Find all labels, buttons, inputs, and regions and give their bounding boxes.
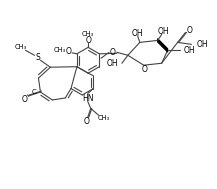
- Text: CH₃: CH₃: [15, 44, 27, 50]
- Text: OH: OH: [196, 40, 208, 49]
- Text: O: O: [22, 95, 28, 105]
- Text: OH: OH: [158, 27, 169, 36]
- Text: CH₃: CH₃: [82, 31, 94, 37]
- Text: HN: HN: [82, 94, 94, 103]
- Text: O: O: [142, 65, 148, 74]
- Text: CH₃: CH₃: [54, 47, 66, 53]
- Text: C: C: [32, 89, 37, 95]
- Text: O: O: [187, 26, 192, 35]
- Text: OH: OH: [132, 29, 144, 38]
- Text: O: O: [66, 47, 72, 56]
- Text: S: S: [35, 53, 40, 62]
- Text: O: O: [84, 117, 90, 126]
- Text: OH: OH: [106, 59, 118, 68]
- Text: O: O: [85, 36, 91, 45]
- Text: OH: OH: [184, 46, 195, 55]
- Text: CH₃: CH₃: [98, 115, 110, 121]
- Text: O: O: [110, 48, 116, 57]
